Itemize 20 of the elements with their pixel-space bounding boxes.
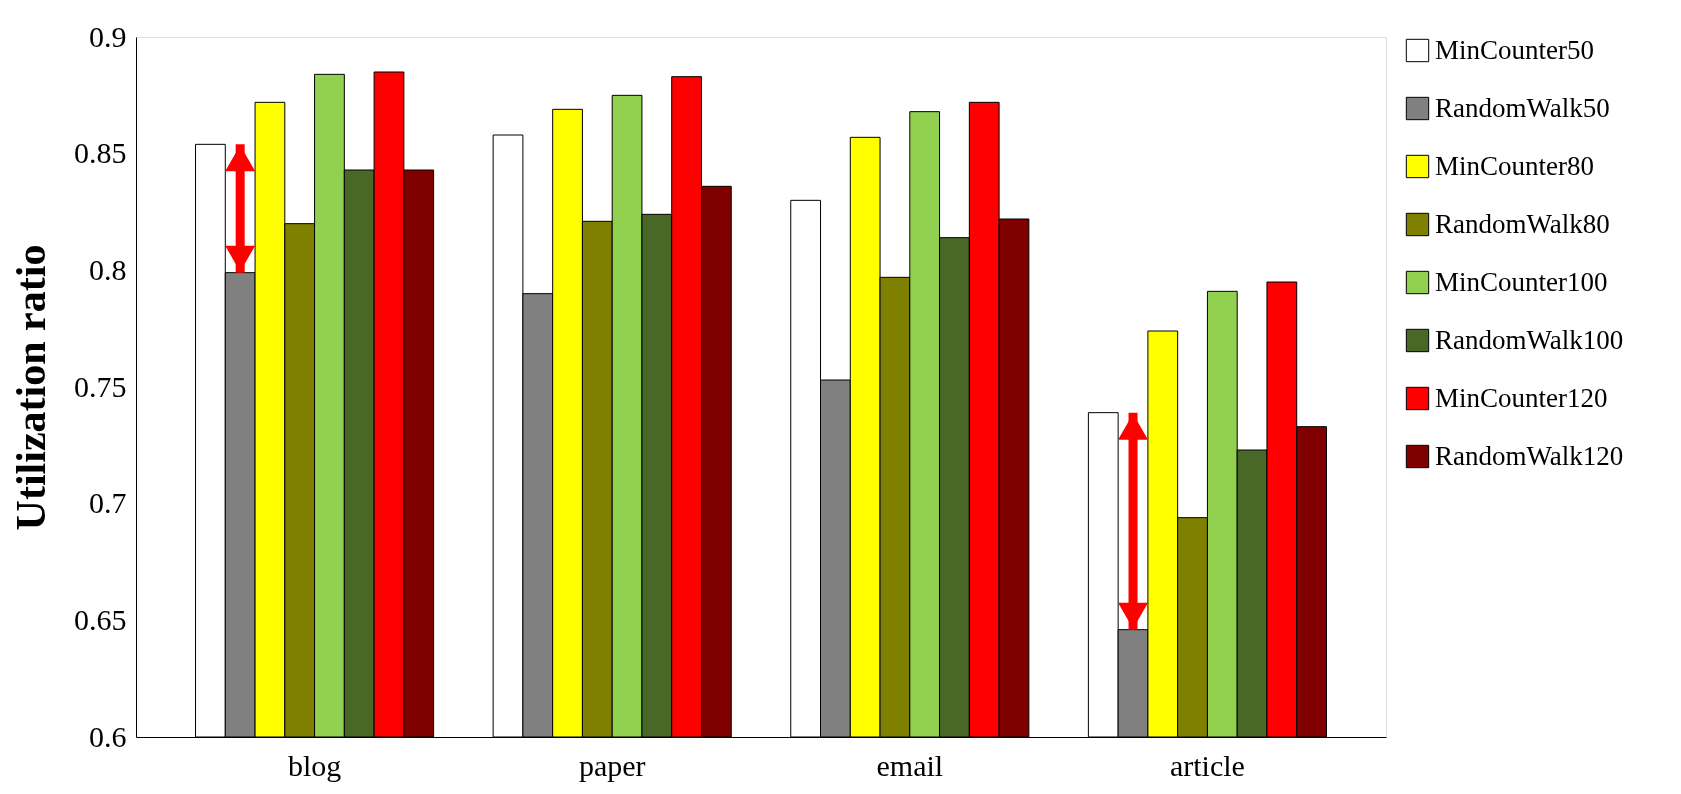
legend-label: MinCounter80 (1435, 150, 1594, 181)
legend-label: RandomWalk100 (1435, 324, 1624, 355)
y-tick-label: 0.75 (74, 369, 127, 403)
legend-label: RandomWalk120 (1435, 440, 1624, 471)
legend-label: RandomWalk50 (1435, 92, 1610, 123)
y-axis-title: Utilization ratio (8, 244, 54, 531)
x-tick-label: blog (287, 748, 342, 782)
x-tick-label: email (876, 748, 944, 782)
legend-label: RandomWalk80 (1435, 208, 1610, 239)
y-tick-label: 0.9 (89, 19, 127, 53)
legend-label: MinCounter120 (1435, 382, 1608, 413)
legend-label: MinCounter100 (1435, 266, 1608, 297)
y-tick-label: 0.8 (89, 252, 127, 286)
y-tick-label: 0.65 (74, 602, 127, 636)
y-tick-label: 0.7 (89, 486, 127, 520)
x-tick-label: paper (578, 748, 646, 782)
x-tick-label: article (1169, 748, 1245, 782)
legend-label: MinCounter50 (1435, 34, 1594, 65)
y-tick-label: 0.6 (89, 719, 127, 753)
y-tick-label: 0.85 (74, 136, 127, 170)
